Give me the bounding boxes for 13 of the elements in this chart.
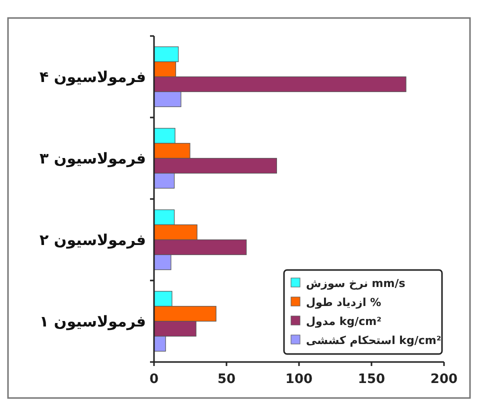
y-tick-label: فرمولاسیون ۲	[40, 230, 146, 249]
legend-label: ازدیاد طول %	[306, 296, 382, 309]
x-tick-label: 150	[358, 372, 386, 387]
y-tick-label: فرمولاسیون ۴	[40, 68, 146, 86]
x-tick-label: 0	[149, 372, 159, 387]
y-tick-label: فرمولاسیون ۳	[40, 149, 146, 168]
y-tick-label: فرمولاسیون ۱	[40, 312, 146, 330]
legend-label: مدول kg/cm²	[306, 315, 382, 328]
x-tick-label: 200	[430, 372, 458, 387]
legend-label: استحکام کششی kg/cm²	[306, 334, 442, 347]
legend-label: نرخ سوزش mm/s	[306, 277, 406, 290]
x-tick-label: 100	[285, 372, 313, 387]
x-tick-label: 50	[217, 372, 236, 387]
